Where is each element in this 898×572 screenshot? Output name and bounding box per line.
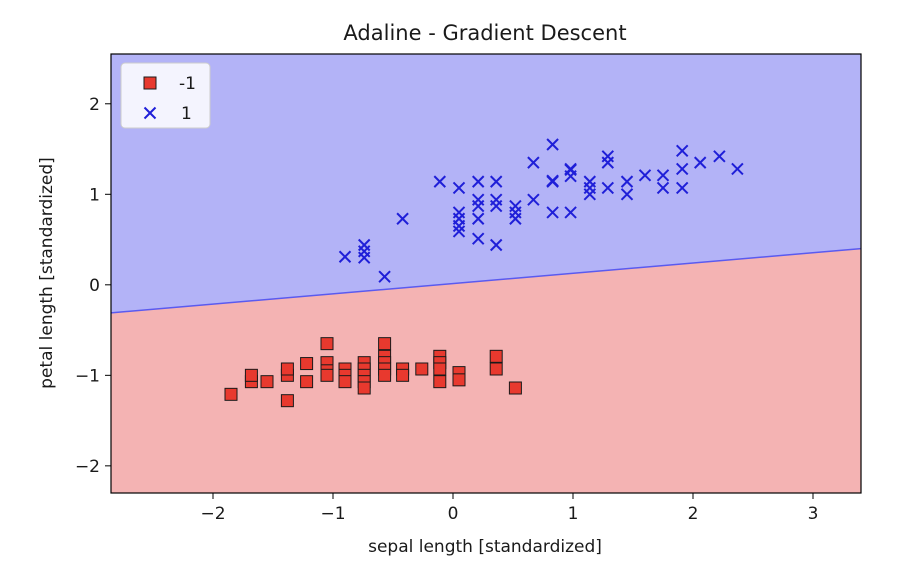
x-tick-label: 2	[688, 504, 699, 524]
legend-label-neg1: -1	[179, 74, 196, 94]
point-class-1	[527, 193, 540, 206]
point-class-1	[675, 181, 689, 195]
y-tick-label: −1	[75, 366, 100, 386]
point-class-1	[620, 175, 634, 188]
y-tick-label: −2	[75, 457, 100, 477]
point-class-neg1	[280, 394, 294, 408]
region-class-1	[111, 54, 861, 313]
x-axis-label: sepal length [standardized]	[368, 537, 602, 557]
chart-title: Adaline - Gradient Descent	[343, 21, 626, 45]
point-class-1	[675, 162, 689, 176]
legend-box	[120, 62, 211, 129]
y-tick-label: 1	[89, 185, 100, 205]
point-class-1	[713, 150, 726, 163]
point-class-1	[546, 206, 559, 219]
x-tick-label: −1	[320, 504, 345, 524]
point-class-1	[656, 169, 670, 182]
decision-boundary	[110, 247, 862, 314]
point-class-neg1	[489, 362, 503, 376]
point-class-1	[675, 144, 689, 158]
legend-label-1: 1	[181, 104, 192, 124]
x-tick-label: 1	[568, 504, 579, 524]
legend-square-marker	[143, 76, 157, 90]
point-class-neg1	[320, 337, 334, 351]
point-class-neg1	[338, 375, 352, 389]
y-tick-label: 2	[89, 95, 100, 115]
y-tick-label: 0	[89, 276, 100, 296]
point-class-1	[433, 175, 447, 188]
point-class-1	[564, 162, 577, 176]
point-class-neg1	[280, 362, 294, 376]
point-class-neg1	[489, 349, 503, 363]
y-axis-label: petal length [standardized]	[37, 157, 57, 389]
point-class-1	[338, 250, 352, 263]
point-class-1	[452, 181, 466, 195]
point-class-neg1	[357, 381, 371, 395]
x-tick-label: 3	[808, 504, 819, 524]
point-class-1	[509, 199, 522, 213]
point-class-1	[527, 156, 540, 169]
point-class-1	[471, 193, 485, 206]
point-class-neg1	[244, 368, 258, 382]
point-class-1	[546, 138, 559, 151]
point-class-neg1	[508, 381, 522, 395]
point-class-1	[489, 175, 503, 188]
point-class-1	[489, 238, 503, 252]
point-class-1	[693, 156, 707, 169]
point-class-1	[638, 169, 652, 182]
point-class-1	[583, 175, 597, 188]
point-class-neg1	[320, 368, 334, 382]
point-class-neg1	[378, 337, 392, 351]
x-tick-label: 0	[448, 504, 459, 524]
point-class-1	[601, 181, 615, 195]
point-class-1	[620, 188, 634, 201]
point-class-neg1	[378, 368, 392, 382]
point-class-neg1	[433, 375, 447, 389]
point-class-neg1	[433, 362, 447, 376]
point-class-1	[546, 174, 559, 187]
plot-area	[110, 53, 862, 494]
point-class-1	[471, 232, 485, 245]
point-class-neg1	[300, 375, 314, 389]
point-class-1	[656, 181, 670, 195]
point-class-neg1	[452, 373, 466, 387]
point-class-neg1	[415, 362, 429, 376]
point-class-1	[396, 212, 409, 225]
x-axis: −2 −1 0 1 2 3	[200, 493, 818, 524]
region-class-neg1	[111, 248, 861, 493]
point-class-1	[564, 206, 577, 219]
point-class-1	[452, 206, 466, 219]
point-class-neg1	[260, 375, 274, 389]
point-class-neg1	[300, 357, 314, 371]
point-class-1	[601, 150, 615, 163]
point-class-neg1	[224, 387, 238, 401]
point-class-neg1	[396, 368, 410, 382]
plot-frame	[110, 53, 862, 494]
legend-x-marker	[143, 106, 157, 120]
y-axis: −2 −1 0 1 2	[75, 95, 111, 477]
point-class-1	[357, 251, 371, 264]
point-class-1	[471, 175, 485, 188]
point-class-1	[378, 270, 391, 283]
point-class-1	[452, 225, 466, 238]
legend: -1 1	[120, 62, 211, 129]
point-class-1	[489, 193, 503, 206]
point-class-1	[471, 212, 485, 225]
point-class-1	[731, 162, 744, 176]
x-tick-label: −2	[200, 504, 225, 524]
